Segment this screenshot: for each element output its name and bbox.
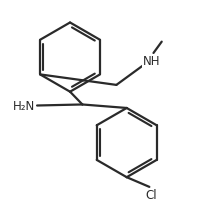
Text: NH: NH: [143, 55, 160, 68]
Text: H₂N: H₂N: [13, 100, 35, 113]
Text: Cl: Cl: [146, 189, 157, 202]
